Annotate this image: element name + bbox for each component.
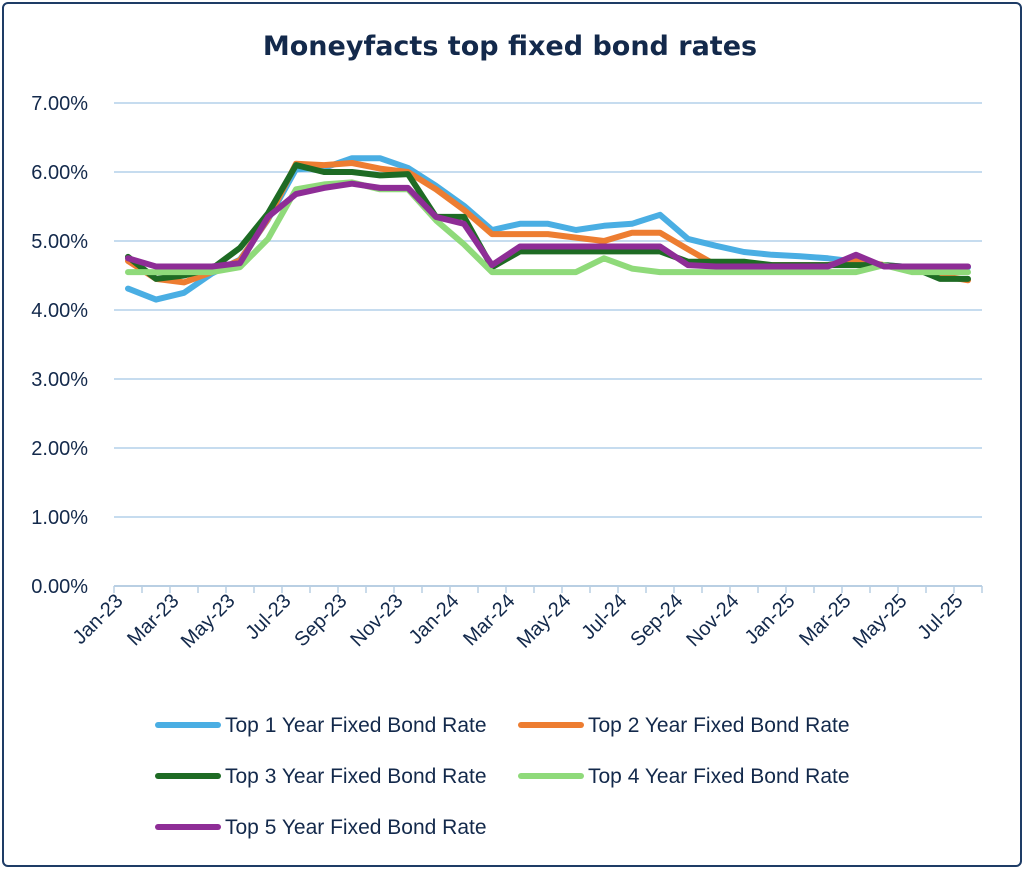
- x-tick-label: Nov-23: [346, 590, 407, 651]
- y-tick-label: 7.00%: [31, 93, 88, 115]
- x-tick-label: Jul-23: [241, 590, 295, 644]
- series-line-4: [125, 179, 971, 276]
- legend-label: Top 1 Year Fixed Bond Rate: [225, 714, 487, 737]
- x-tick-label: Jan-25: [741, 590, 800, 649]
- y-tick-label: 1.00%: [31, 507, 88, 529]
- legend: Top 1 Year Fixed Bond Rate Top 2 Year Fix…: [155, 714, 850, 839]
- legend-label: Top 5 Year Fixed Bond Rate: [225, 816, 487, 839]
- y-tick-label: 3.00%: [31, 369, 88, 391]
- series-lines: [125, 155, 971, 303]
- gridlines: [113, 102, 983, 593]
- legend-label: Top 3 Year Fixed Bond Rate: [225, 765, 487, 788]
- y-tick-label: 0.00%: [31, 576, 88, 598]
- x-tick-label: May-25: [849, 590, 912, 653]
- chart-title: Moneyfacts top fixed bond rates: [263, 31, 757, 62]
- x-tick-label: Jan-23: [69, 590, 128, 649]
- x-tick-label: Jul-24: [577, 590, 631, 644]
- x-tick-label: Mar-23: [123, 590, 183, 650]
- x-tick-label: Jul-25: [913, 590, 967, 644]
- x-tick-label: Mar-24: [459, 590, 519, 650]
- x-tick-label: Sep-24: [626, 590, 687, 651]
- x-tick-label: Nov-24: [682, 590, 743, 651]
- x-tick-label: Mar-25: [795, 590, 855, 650]
- x-tick-label: May-23: [177, 590, 240, 653]
- y-tick-label: 2.00%: [31, 438, 88, 460]
- legend-label: Top 2 Year Fixed Bond Rate: [588, 714, 850, 737]
- legend-label: Top 4 Year Fixed Bond Rate: [588, 765, 850, 788]
- x-tick-label: May-24: [513, 590, 576, 653]
- x-tick-label: Sep-23: [290, 590, 351, 651]
- series-line-5: [125, 180, 971, 270]
- y-tick-label: 6.00%: [31, 162, 88, 184]
- x-tick-label: Jan-24: [405, 590, 464, 649]
- y-tick-label: 4.00%: [31, 300, 88, 322]
- y-tick-label: 5.00%: [31, 231, 88, 253]
- y-axis-ticks: 0.00% 1.00% 2.00% 3.00% 4.00% 5.00% 6.00% 7.00%: [31, 93, 88, 598]
